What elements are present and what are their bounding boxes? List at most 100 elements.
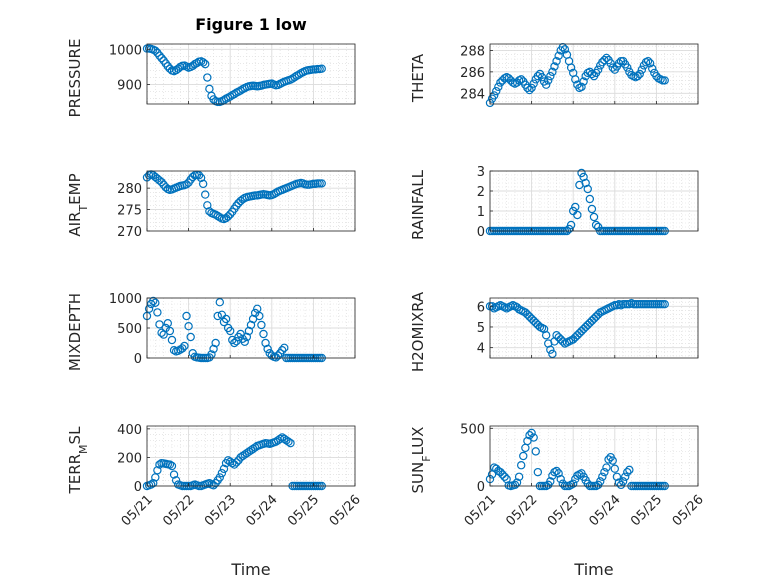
data-point <box>155 176 164 185</box>
data-point <box>225 210 235 219</box>
data-point <box>238 451 247 461</box>
data-point <box>633 71 642 81</box>
subplot-mixdepth: 0 500 1000 MIXDEPTH <box>66 292 356 371</box>
data-point <box>525 85 534 95</box>
data-point <box>215 298 224 307</box>
y-axis-label: PRESSURE <box>66 39 84 118</box>
data-point <box>242 332 252 342</box>
data-point <box>556 474 565 484</box>
data-point <box>317 179 326 188</box>
data-point <box>290 72 299 82</box>
data-point <box>257 320 266 330</box>
data-point <box>608 456 617 465</box>
data-point <box>217 468 227 478</box>
data-point <box>269 189 279 199</box>
data-point <box>167 461 177 471</box>
data-point <box>225 92 235 101</box>
data-point <box>552 466 561 476</box>
data-point <box>157 177 166 187</box>
data-point <box>648 64 657 73</box>
data-point <box>600 467 609 477</box>
data-point <box>167 335 177 345</box>
data-point <box>215 473 224 482</box>
data-point <box>523 436 532 446</box>
data-point <box>548 349 557 359</box>
x-axis-label: Time <box>230 560 270 579</box>
data-point <box>165 64 175 73</box>
data-point <box>571 202 580 212</box>
subplot-air-temp: 270 275 280 AIRTEMP <box>66 170 356 240</box>
data-point <box>182 311 191 321</box>
data-point <box>583 184 592 194</box>
y-tick-label: 500 <box>460 422 485 437</box>
subplot-theta: 284 286 288 THETA <box>409 43 699 108</box>
data-point <box>144 304 154 313</box>
data-point <box>294 70 304 79</box>
data-point <box>280 343 289 352</box>
data-point <box>165 460 175 469</box>
y-tick-label: 5 <box>477 321 485 336</box>
data-point <box>288 74 297 83</box>
data-point <box>275 434 285 444</box>
subplot-pressure: 900 1000 PRESSURE <box>66 39 356 118</box>
data-point <box>519 451 528 461</box>
data-point <box>232 458 241 467</box>
y-tick-label: 6 <box>477 300 485 315</box>
data-point <box>213 311 222 321</box>
data-point <box>541 80 551 89</box>
data-point <box>201 190 210 199</box>
data-point <box>489 91 499 100</box>
data-point <box>236 453 245 462</box>
data-point <box>598 472 607 481</box>
data-point <box>211 210 220 219</box>
data-point <box>255 311 264 321</box>
data-point <box>157 328 166 337</box>
axes-frame <box>489 170 699 232</box>
data-point <box>198 58 208 67</box>
y-tick-label: 4 <box>477 342 485 357</box>
data-point <box>155 51 164 60</box>
data-point <box>544 76 553 85</box>
data-point <box>623 467 632 477</box>
data-point <box>602 463 611 472</box>
axes-background <box>490 44 698 104</box>
data-point <box>550 62 559 71</box>
y-tick-label: 270 <box>117 225 142 240</box>
data-point <box>232 201 241 210</box>
data-point <box>643 56 653 66</box>
y-tick-label: 400 <box>117 423 142 438</box>
axes-frame <box>489 43 699 105</box>
axes-background <box>147 44 355 104</box>
axes-background <box>147 426 355 486</box>
data-point <box>169 346 179 355</box>
data-point <box>554 469 563 478</box>
y-tick-label: 200 <box>117 451 142 466</box>
data-point <box>171 476 181 485</box>
data-point <box>178 344 187 353</box>
y-tick-label: 1 <box>477 205 485 220</box>
data-point <box>215 213 224 222</box>
data-point <box>205 207 214 216</box>
y-axis-label: THETA <box>409 53 427 103</box>
data-point <box>263 344 272 354</box>
data-point <box>566 220 576 230</box>
data-point <box>230 89 239 99</box>
data-point <box>159 180 168 189</box>
data-point <box>517 75 526 84</box>
data-point <box>273 436 283 445</box>
data-point <box>286 438 295 448</box>
axes-frame <box>146 43 356 105</box>
axes-frame <box>146 170 356 232</box>
data-point <box>280 434 289 444</box>
data-point <box>625 465 634 475</box>
data-point <box>240 337 249 346</box>
data-point <box>548 67 557 77</box>
data-point <box>230 338 239 348</box>
y-tick-label: 0 <box>477 225 485 240</box>
data-point <box>317 64 326 73</box>
data-point <box>165 326 175 336</box>
data-point <box>621 472 630 481</box>
data-point <box>151 298 160 307</box>
data-point <box>618 477 628 486</box>
